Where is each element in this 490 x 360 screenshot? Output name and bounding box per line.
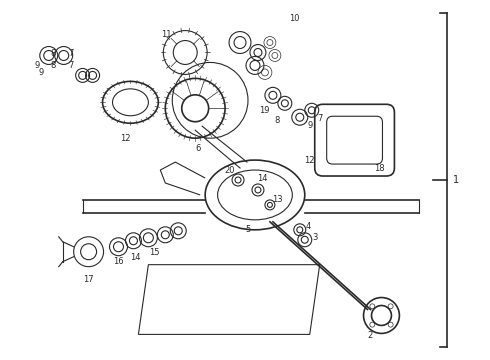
Text: 12: 12 [120,134,131,143]
Text: 15: 15 [149,248,160,257]
Text: 7: 7 [317,114,322,123]
Text: 9: 9 [307,121,312,130]
Text: 4: 4 [305,222,310,231]
Text: 2: 2 [367,331,372,340]
Text: 18: 18 [374,163,385,172]
Text: 6: 6 [196,144,201,153]
Text: 13: 13 [272,195,283,204]
Text: 12: 12 [304,156,315,165]
Text: 9: 9 [34,61,39,70]
Text: 5: 5 [245,225,250,234]
Text: 8: 8 [50,49,55,58]
Text: 14: 14 [257,174,267,183]
Text: 20: 20 [225,166,235,175]
Text: 8: 8 [50,61,55,70]
Text: 16: 16 [113,257,124,266]
Text: 3: 3 [312,233,318,242]
Text: 9: 9 [38,68,44,77]
Text: 7: 7 [68,61,73,70]
Text: 1: 1 [453,175,459,185]
Text: 11: 11 [161,30,172,39]
Text: 10: 10 [290,14,300,23]
Text: 19: 19 [259,106,269,115]
Text: 7: 7 [68,49,73,58]
Text: 17: 17 [83,275,94,284]
Text: 14: 14 [130,253,141,262]
Text: 8: 8 [274,116,280,125]
